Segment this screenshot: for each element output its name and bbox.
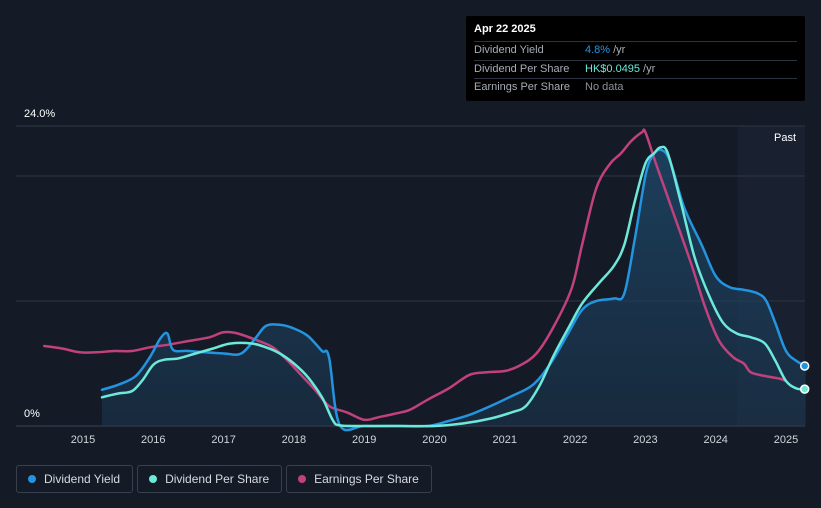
tooltip-unit: /yr [613,44,626,56]
dividend-area [101,149,806,431]
dividend-yield-end-marker [799,361,810,371]
x-tick-label: 2015 [71,434,95,446]
legend-item-earnings-per-share[interactable]: Earnings Per Share [286,465,432,493]
legend-label: Earnings Per Share [314,472,419,486]
tooltip-value-dividend-per-share: HK$0.0495 [585,62,641,75]
x-tick-label: 2019 [352,434,376,446]
legend-label: Dividend Yield [44,472,121,486]
tooltip-unit: /yr [643,62,656,75]
tooltip-value-earnings-per-share: No data [585,81,624,93]
tooltip-label: Dividend Per Share [474,62,570,75]
x-tick-label: 2023 [633,434,657,446]
tooltip-label: Dividend Yield [474,44,544,56]
x-tick-label: 2017 [211,434,235,446]
end-markers [799,361,810,394]
earnings-per-share-line [43,128,788,422]
legend: Dividend Yield Dividend Per Share Earnin… [16,465,432,493]
x-tick-label: 2018 [282,434,306,446]
dividend-per-share-end-marker [799,384,810,394]
past-label: Past [774,132,797,144]
tooltip-date: Apr 22 2025 [474,23,536,35]
series-lines [43,128,807,432]
tooltip-value-dividend-yield: 4.8% [585,44,611,56]
legend-label: Dividend Per Share [165,472,270,486]
tooltip-label: Earnings Per Share [474,81,570,93]
x-axis-ticks: 2015 2016 2017 2018 2019 2020 2021 2022 2023 2024… [71,434,798,446]
dividend-yield-area [101,149,806,431]
x-tick-label: 2016 [141,434,165,446]
tooltip: Apr 22 2025 Dividend Yield 4.8%/yr Divid… [466,16,805,101]
legend-dot-icon [149,475,158,483]
tooltip-row-dividend-per-share: Dividend Per Share HK$0.0495/yr [474,59,797,79]
y-axis-min-label: 0% [24,408,40,420]
legend-item-dividend-yield[interactable]: Dividend Yield [16,465,134,493]
legend-dot-icon [28,475,36,483]
legend-dot-icon [298,475,307,483]
x-tick-label: 2020 [422,434,446,446]
x-tick-label: 2024 [703,434,727,446]
y-axis-max-label: 24.0% [24,108,56,120]
x-tick-label: 2021 [493,434,517,446]
legend-item-dividend-per-share[interactable]: Dividend Per Share [137,465,283,493]
x-tick-label: 2025 [774,434,798,446]
tooltip-row-dividend-yield: Dividend Yield 4.8%/yr [474,41,797,60]
dividend-yield-line [100,148,807,432]
dividend-per-share-line [100,145,807,428]
tooltip-row-earnings-per-share: Earnings Per Share No data [474,78,797,97]
x-tick-label: 2022 [563,434,587,446]
